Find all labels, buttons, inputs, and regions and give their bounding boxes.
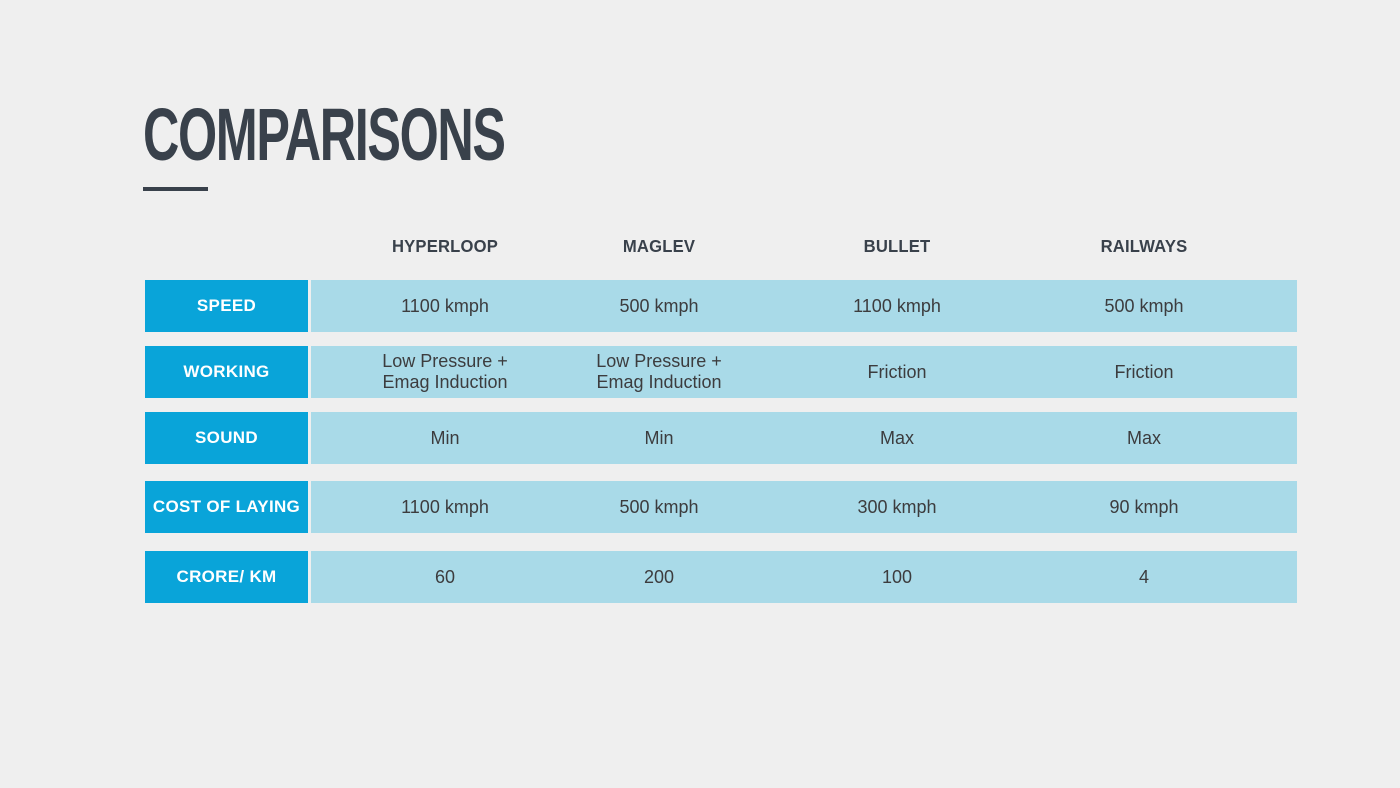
table-cell: 1100 kmph [401,496,489,517]
table-row-sound: SOUND Min Min Max Max [145,412,1297,464]
table-cell: Max [1126,427,1161,448]
table-cell: 60 [434,566,456,587]
table-cell: Low Pressure + Emag Induction [596,351,722,392]
table-cell: 300 kmph [857,496,937,517]
column-header-maglev: MAGLEV [622,236,696,256]
table-cell: Low Pressure + Emag Induction [382,351,508,392]
row-body [311,481,1297,533]
table-row-cost-of-laying: COST OF LAYING 1100 kmph 500 kmph 300 km… [145,481,1297,533]
table-cell: 1100 kmph [853,295,941,316]
table-cell: 500 kmph [1104,295,1184,316]
table-cell: Min [430,427,460,448]
table-cell: Friction [1114,361,1174,382]
table-row-working: WORKING Low Pressure + Emag Induction Lo… [145,346,1297,398]
column-header-bullet: BULLET [863,236,931,256]
table-cell: 500 kmph [619,295,699,316]
row-body [311,551,1297,603]
table-row-crore-per-km: CRORE/ KM 60 200 100 4 [145,551,1297,603]
table-cell: 90 kmph [1109,496,1179,517]
row-label-working: WORKING [145,346,308,398]
row-label-speed: SPEED [145,280,308,332]
table-cell: 4 [1138,566,1149,587]
table-cell: 1100 kmph [401,295,489,316]
row-label-cost-of-laying: COST OF LAYING [145,481,308,533]
row-label-crore-per-km: CRORE/ KM [145,551,308,603]
table-row-speed: SPEED 1100 kmph 500 kmph 1100 kmph 500 k… [145,280,1297,332]
page-title: COMPARISONS [143,93,506,176]
table-cell: Min [644,427,674,448]
title-underline [143,187,208,191]
table-cell: 200 [643,566,675,587]
comparison-table: HYPERLOOP MAGLEV BULLET RAILWAYS SPEED 1… [145,0,1297,788]
row-body [311,280,1297,332]
table-cell: 500 kmph [619,496,699,517]
column-header-railways: RAILWAYS [1100,236,1188,256]
column-header-hyperloop: HYPERLOOP [391,236,499,256]
row-body [311,412,1297,464]
table-cell: 100 [881,566,913,587]
row-label-sound: SOUND [145,412,308,464]
table-cell: Max [879,427,914,448]
row-body [311,346,1297,398]
table-cell: Friction [867,361,927,382]
